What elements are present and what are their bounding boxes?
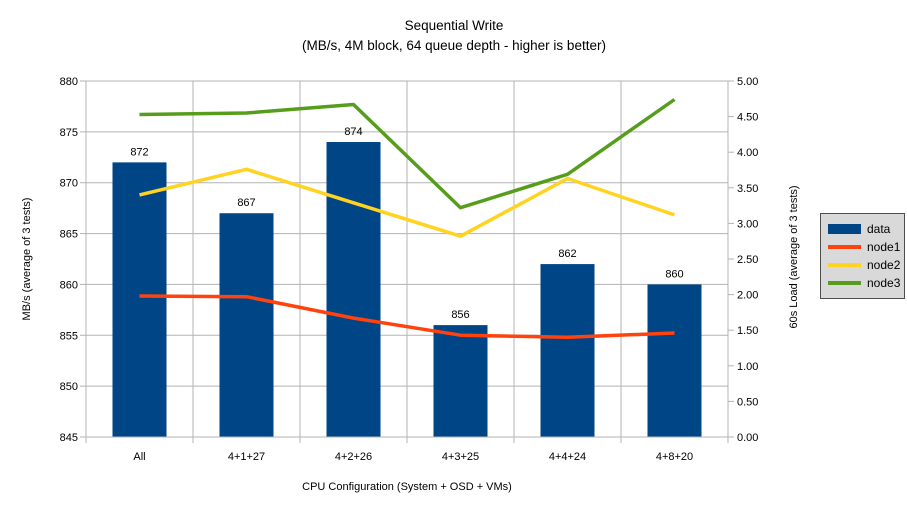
y-right-tick-label: 4.50 xyxy=(737,112,758,124)
bar-value-label: 860 xyxy=(665,268,683,280)
y-right-tick-label: 3.00 xyxy=(737,218,758,230)
y-right-tick-label: 0.00 xyxy=(737,432,758,444)
x-category-label: 4+1+27 xyxy=(228,451,265,463)
y-right-tick-label: 3.50 xyxy=(737,183,758,195)
y-right-tick-label: 5.00 xyxy=(737,76,758,88)
x-category-label: 4+2+26 xyxy=(335,451,372,463)
legend-swatch-node2 xyxy=(828,263,861,267)
legend-swatch-node3 xyxy=(828,281,861,285)
y-left-tick-label: 850 xyxy=(60,381,78,393)
legend-item-node1: node1 xyxy=(828,238,901,256)
x-category-label: 4+8+20 xyxy=(656,451,693,463)
x-category-label: 4+4+24 xyxy=(549,451,586,463)
chart-title-block: Sequential Write (MB/s, 4M block, 64 que… xyxy=(0,16,908,56)
y-left-tick-label: 855 xyxy=(60,330,78,342)
bar-all xyxy=(112,162,167,437)
bar-value-label: 867 xyxy=(237,197,255,209)
legend-label: node1 xyxy=(867,240,901,254)
line-node1 xyxy=(139,294,675,340)
y-axis-title-left: MB/s (average of 3 tests) xyxy=(21,197,33,321)
bar-4+4+24 xyxy=(540,264,595,437)
legend-item-data: data xyxy=(828,220,897,238)
legend: data node1 node2 node3 xyxy=(820,213,905,299)
legend-label: node3 xyxy=(867,276,901,290)
legend-item-node3: node3 xyxy=(828,274,901,292)
legend-swatch-node1 xyxy=(828,245,861,249)
line-node2 xyxy=(139,167,676,238)
y-right-tick-label: 0.50 xyxy=(737,396,758,408)
chart-title: Sequential Write xyxy=(404,18,504,33)
x-category-label: All xyxy=(133,451,145,463)
bar-4+8+20 xyxy=(647,284,702,437)
legend-label: data xyxy=(867,222,891,236)
bar-value-label: 874 xyxy=(344,126,362,138)
chart-subtitle: (MB/s, 4M block, 64 queue depth - higher… xyxy=(302,38,606,53)
line-node3 xyxy=(139,98,676,210)
x-category-label: 4+3+25 xyxy=(442,451,479,463)
y-right-tick-label: 4.00 xyxy=(737,147,758,159)
legend-item-node2: node2 xyxy=(828,256,901,274)
y-left-tick-label: 860 xyxy=(60,279,78,291)
y-left-tick-label: 870 xyxy=(60,178,78,190)
y-right-tick-label: 2.00 xyxy=(737,290,758,302)
y-left-tick-label: 875 xyxy=(60,127,78,139)
bar-value-label: 872 xyxy=(130,146,148,158)
y-axis-title-right: 60s Load (average of 3 tests) xyxy=(788,185,800,329)
legend-swatch-data xyxy=(828,224,861,234)
bar-4+2+26 xyxy=(326,142,381,437)
y-left-tick-label: 865 xyxy=(60,229,78,241)
y-left-tick-label: 845 xyxy=(60,432,78,444)
y-right-tick-label: 2.50 xyxy=(737,254,758,266)
bar-value-label: 862 xyxy=(558,248,576,260)
legend-label: node2 xyxy=(867,258,901,272)
bar-value-label: 856 xyxy=(451,309,469,321)
y-right-tick-label: 1.50 xyxy=(737,325,758,337)
x-axis-title: CPU Configuration (System + OSD + VMs) xyxy=(302,481,512,493)
bar-4+3+25 xyxy=(433,325,488,437)
y-right-tick-label: 1.00 xyxy=(737,361,758,373)
y-left-tick-label: 880 xyxy=(60,76,78,88)
bar-4+1+27 xyxy=(219,213,274,437)
